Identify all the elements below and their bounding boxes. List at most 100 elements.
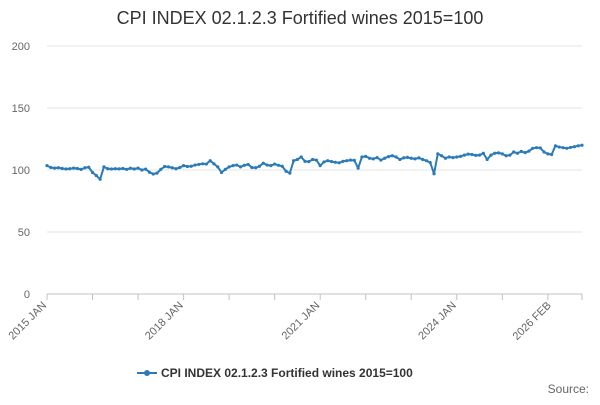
data-point[interactable]: [428, 160, 432, 165]
data-point[interactable]: [440, 154, 444, 158]
data-point[interactable]: [481, 151, 485, 155]
data-point[interactable]: [443, 156, 448, 160]
data-point[interactable]: [508, 153, 512, 157]
data-point[interactable]: [326, 159, 330, 163]
data-point[interactable]: [288, 171, 292, 175]
data-point[interactable]: [163, 164, 167, 169]
data-point[interactable]: [155, 171, 159, 175]
data-point[interactable]: [322, 160, 326, 164]
data-point[interactable]: [379, 158, 383, 162]
data-point[interactable]: [64, 167, 68, 171]
data-point[interactable]: [56, 166, 60, 170]
data-point[interactable]: [109, 167, 114, 171]
data-point[interactable]: [565, 146, 569, 150]
data-point[interactable]: [132, 167, 136, 171]
data-point[interactable]: [147, 170, 152, 174]
data-point[interactable]: [462, 153, 466, 157]
data-point[interactable]: [265, 163, 269, 167]
data-point[interactable]: [550, 152, 554, 157]
data-point[interactable]: [121, 166, 125, 171]
data-point[interactable]: [477, 153, 482, 157]
data-point[interactable]: [364, 154, 368, 158]
data-point[interactable]: [515, 151, 520, 155]
data-point[interactable]: [345, 159, 349, 163]
data-point[interactable]: [52, 166, 57, 170]
data-point[interactable]: [125, 167, 129, 171]
data-point[interactable]: [538, 146, 542, 150]
data-point[interactable]: [466, 152, 470, 156]
data-point[interactable]: [318, 164, 322, 168]
data-point[interactable]: [136, 166, 140, 170]
data-point[interactable]: [45, 164, 49, 168]
data-point[interactable]: [413, 157, 417, 161]
data-point[interactable]: [159, 167, 163, 171]
data-point[interactable]: [402, 156, 406, 160]
data-point[interactable]: [140, 168, 144, 172]
data-point[interactable]: [87, 165, 91, 169]
data-point[interactable]: [375, 156, 379, 160]
data-point[interactable]: [496, 151, 501, 155]
data-point[interactable]: [390, 154, 394, 158]
data-point[interactable]: [208, 159, 212, 163]
data-point[interactable]: [409, 156, 413, 160]
data-point[interactable]: [90, 170, 95, 175]
data-point[interactable]: [489, 153, 493, 157]
data-point[interactable]: [504, 154, 508, 158]
data-point[interactable]: [75, 166, 79, 171]
data-point[interactable]: [60, 166, 64, 171]
data-point[interactable]: [493, 151, 497, 155]
data-point[interactable]: [352, 158, 356, 162]
data-point[interactable]: [348, 158, 353, 162]
data-point[interactable]: [250, 165, 254, 170]
data-point[interactable]: [94, 173, 98, 178]
data-point[interactable]: [246, 162, 250, 167]
legend[interactable]: CPI INDEX 02.1.2.3 Fortified wines 2015=…: [137, 366, 413, 380]
data-point[interactable]: [553, 144, 558, 148]
data-point[interactable]: [333, 160, 337, 164]
data-point[interactable]: [436, 152, 440, 156]
data-point[interactable]: [117, 167, 121, 171]
data-point[interactable]: [432, 172, 436, 176]
data-point[interactable]: [531, 146, 535, 150]
data-point[interactable]: [216, 165, 220, 169]
data-point[interactable]: [204, 162, 208, 166]
data-point[interactable]: [174, 167, 178, 171]
data-point[interactable]: [356, 166, 360, 170]
data-point[interactable]: [292, 159, 296, 163]
data-point[interactable]: [189, 164, 193, 168]
data-point[interactable]: [276, 163, 281, 167]
data-point[interactable]: [242, 163, 246, 167]
data-point[interactable]: [128, 166, 133, 170]
data-point[interactable]: [181, 164, 186, 168]
data-point[interactable]: [512, 150, 516, 154]
data-point[interactable]: [534, 146, 539, 150]
data-point[interactable]: [307, 159, 311, 164]
data-point[interactable]: [151, 172, 155, 176]
data-point[interactable]: [580, 143, 584, 147]
data-point[interactable]: [394, 155, 398, 159]
data-point[interactable]: [314, 158, 318, 162]
data-point[interactable]: [219, 170, 224, 175]
data-point[interactable]: [261, 161, 265, 165]
data-point[interactable]: [371, 157, 375, 161]
data-point[interactable]: [280, 164, 284, 168]
data-point[interactable]: [519, 149, 523, 153]
data-point[interactable]: [106, 167, 110, 171]
data-point[interactable]: [200, 162, 205, 166]
data-point[interactable]: [451, 156, 455, 160]
data-point[interactable]: [299, 155, 303, 159]
data-point[interactable]: [424, 159, 429, 163]
data-point[interactable]: [295, 157, 300, 162]
data-point[interactable]: [542, 150, 546, 154]
data-point[interactable]: [546, 152, 550, 156]
data-point[interactable]: [360, 155, 364, 159]
data-point[interactable]: [383, 156, 387, 160]
data-point[interactable]: [337, 161, 341, 165]
data-point[interactable]: [257, 164, 262, 168]
data-point[interactable]: [386, 155, 391, 159]
data-point[interactable]: [71, 166, 76, 170]
data-point[interactable]: [102, 165, 106, 169]
data-point[interactable]: [269, 164, 273, 168]
data-point[interactable]: [311, 157, 315, 162]
data-point[interactable]: [178, 165, 182, 170]
